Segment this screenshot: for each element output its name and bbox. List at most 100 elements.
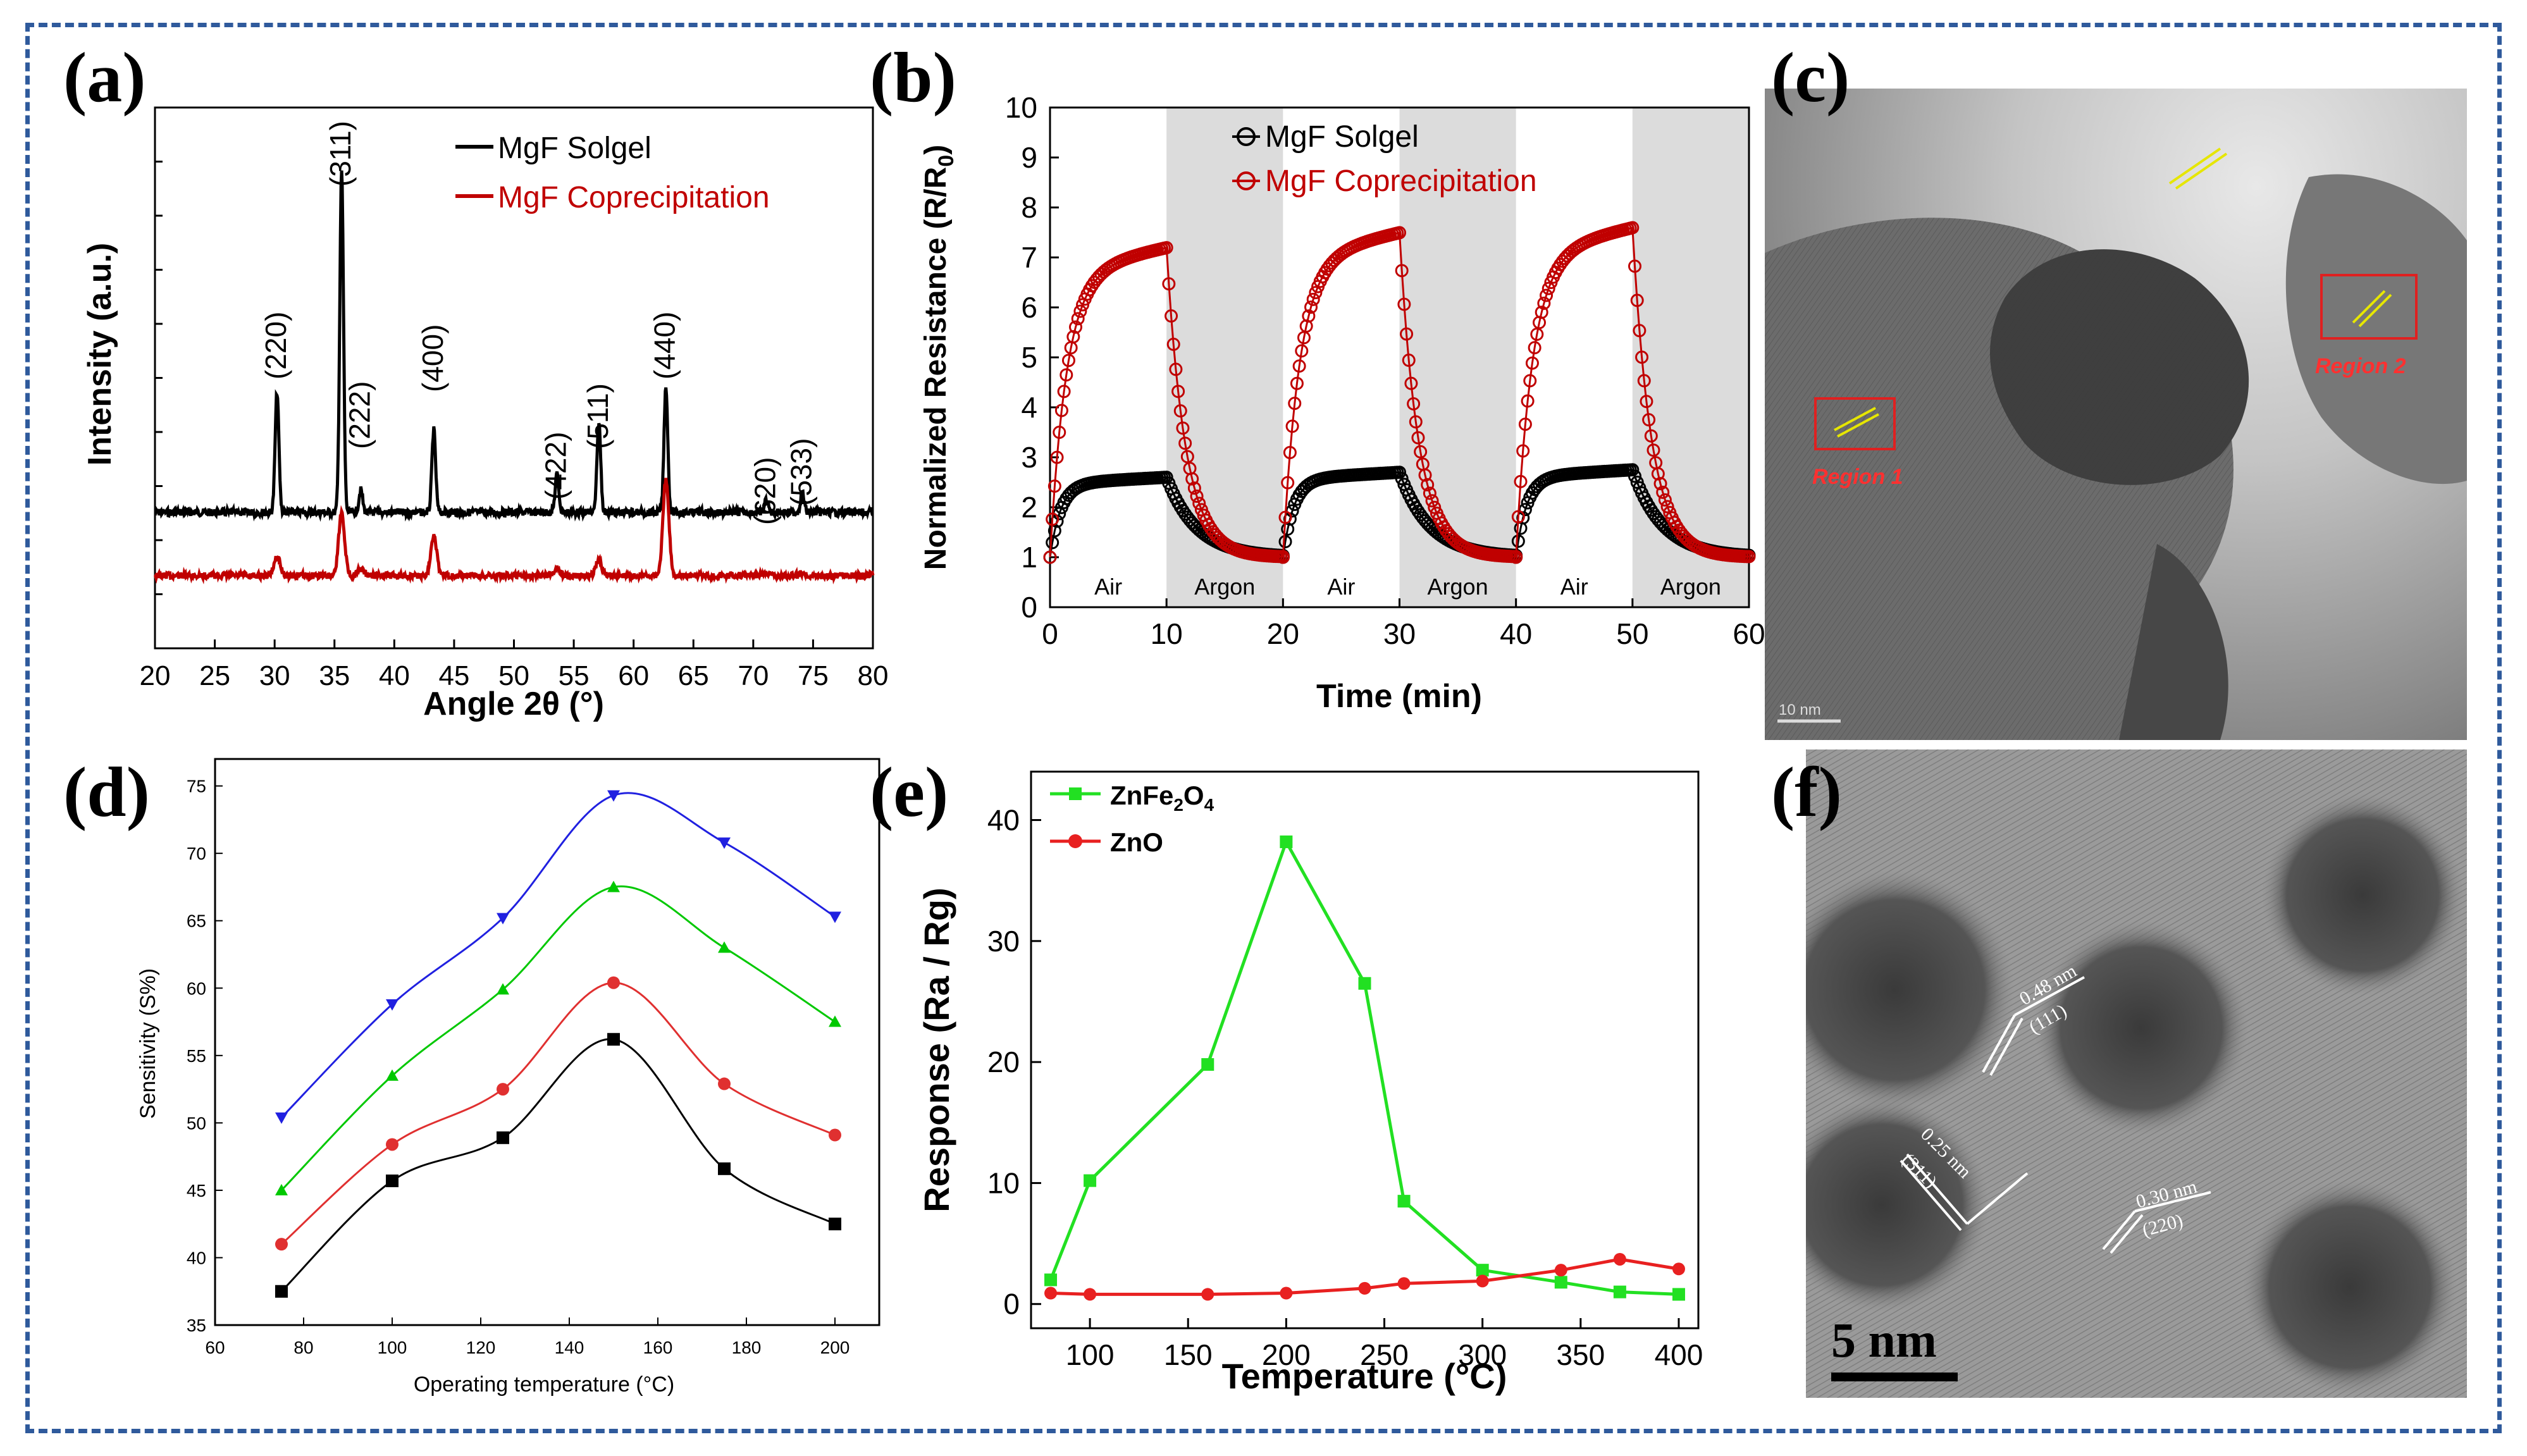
x-tick-label-a: 70 — [738, 660, 769, 691]
y-tick-label-b: 1 — [1021, 541, 1037, 574]
series-black-point — [718, 1162, 731, 1175]
zno-point — [1280, 1286, 1293, 1300]
data-point-coprecipitation — [1304, 300, 1318, 314]
zno-point — [1613, 1252, 1626, 1266]
x-tick-label-d: 80 — [293, 1338, 313, 1357]
series-blue-point — [275, 1112, 288, 1124]
series-black-point — [829, 1218, 841, 1231]
data-point-coprecipitation — [1281, 476, 1295, 490]
series-green-line — [280, 885, 836, 1191]
region-label-1: Region 1 — [1812, 465, 1903, 489]
region-label: Air — [1327, 574, 1355, 600]
data-point-coprecipitation — [1628, 259, 1642, 273]
data-point-coprecipitation — [1407, 397, 1421, 410]
data-point-coprecipitation — [1742, 550, 1756, 564]
region-box-1 — [1814, 397, 1896, 450]
x-tick-label-a: 25 — [199, 660, 230, 691]
peak-label: (422) — [540, 432, 572, 500]
panel-label-f-wrap: (f) — [1771, 753, 1842, 832]
y-tick-label-e: 20 — [987, 1046, 1020, 1078]
scale-bar-label-f: 5 nm — [1831, 1312, 1937, 1367]
x-tick-label-b: 0 — [1042, 617, 1058, 650]
panel-label-c-wrap: (c) — [1771, 39, 1850, 117]
y-tick-label-d: 55 — [187, 1046, 206, 1066]
x-tick-label-e: 300 — [1458, 1338, 1507, 1371]
series-red-point — [275, 1238, 288, 1251]
x-tick-label-b: 60 — [1733, 617, 1765, 650]
panel-label-e: (e) — [870, 753, 948, 832]
x-tick-label-a: 75 — [798, 660, 829, 691]
nanoparticle-5 — [2242, 1180, 2457, 1395]
zno-point — [1084, 1288, 1097, 1301]
x-tick-label-d: 120 — [466, 1338, 496, 1357]
y-tick-label-b: 4 — [1021, 391, 1037, 424]
series-blue-line — [280, 792, 836, 1118]
series-blue-point — [829, 911, 841, 923]
legend-label-coprecipitation: MgF Coprecipitation — [1265, 164, 1537, 198]
region-label: Argon — [1660, 574, 1721, 600]
data-point-coprecipitation — [1283, 445, 1297, 459]
zno-point — [1358, 1281, 1371, 1295]
data-point-solgel — [1278, 534, 1292, 548]
data-point-solgel — [1628, 469, 1642, 483]
data-point-coprecipitation — [1178, 436, 1192, 450]
x-tick-label-a: 20 — [140, 660, 171, 691]
data-point-coprecipitation — [1165, 309, 1178, 323]
x-tick-label-b: 40 — [1500, 617, 1532, 650]
data-point-solgel — [1511, 534, 1525, 548]
region-box-2 — [2320, 274, 2418, 340]
series-green-point — [829, 1015, 841, 1027]
scale-bar-f — [1831, 1373, 1958, 1381]
znfe2o4-point — [1476, 1264, 1489, 1277]
znfe2o4-point — [1044, 1273, 1058, 1286]
x-tick-label-d: 180 — [732, 1338, 762, 1357]
znfe2o4-point — [1084, 1174, 1097, 1187]
y-axis-label-b-end: ) — [919, 145, 953, 155]
data-point-coprecipitation — [1514, 474, 1528, 488]
y-tick-label-d: 60 — [187, 978, 206, 998]
data-point-coprecipitation — [1169, 362, 1183, 376]
x-tick-label-a: 45 — [438, 660, 469, 691]
legend-label-solgel: MgF Solgel — [1265, 120, 1419, 154]
y-tick-label-d: 75 — [187, 777, 206, 796]
data-point-coprecipitation — [1425, 494, 1439, 508]
zno-line — [1050, 1257, 1679, 1296]
x-tick-label-e: 400 — [1655, 1338, 1703, 1371]
figure-frame — [25, 23, 2502, 1433]
y-tick-label-e: 10 — [987, 1166, 1020, 1199]
data-point-coprecipitation — [1414, 445, 1428, 459]
x-tick-label-e: 250 — [1360, 1338, 1409, 1371]
data-point-coprecipitation — [1171, 385, 1185, 398]
x-tick-label-a: 50 — [498, 660, 529, 691]
series-red-point — [497, 1083, 509, 1096]
data-point-coprecipitation — [1509, 550, 1523, 564]
legend-marker-zno — [1068, 834, 1082, 848]
fringe-markers-c — [1834, 147, 2392, 438]
y-tick-label-b: 5 — [1021, 341, 1037, 374]
series-green-point — [497, 983, 509, 995]
nanoparticle-4 — [1806, 1097, 1989, 1312]
legend-label-solgel: MgF Solgel — [498, 132, 652, 165]
data-point-coprecipitation — [1073, 304, 1087, 318]
tem-image-c: Region 1 Region 2 10 nm — [1765, 89, 2467, 740]
data-point-coprecipitation — [1159, 241, 1173, 255]
series-black-point — [386, 1174, 399, 1187]
legend-znfe2o4-mid: O — [1183, 780, 1204, 810]
scale-bar-label-c: 10 nm — [1779, 701, 1821, 719]
x-tick-label-a: 60 — [618, 660, 649, 691]
data-point-coprecipitation — [1162, 277, 1176, 291]
panel-label-f: (f) — [1771, 753, 1842, 832]
data-point-coprecipitation — [1187, 481, 1201, 495]
data-point-coprecipitation — [1397, 297, 1411, 311]
data-point-coprecipitation — [1644, 429, 1658, 443]
y-axis-label-b-main: Normalized Resistance (R/R — [919, 167, 953, 571]
data-point-coprecipitation — [1288, 397, 1302, 410]
x-axis-label-d: Operating temperature (°C) — [414, 1373, 674, 1397]
data-point-coprecipitation — [1423, 486, 1436, 500]
data-point-coprecipitation — [1635, 350, 1649, 364]
spacing-markers-f — [1900, 976, 2211, 1254]
legend-marker-znfe2o4 — [1069, 787, 1082, 800]
data-point-coprecipitation — [1528, 341, 1542, 355]
data-point-coprecipitation — [1518, 417, 1532, 431]
series-blue-point — [607, 790, 620, 802]
